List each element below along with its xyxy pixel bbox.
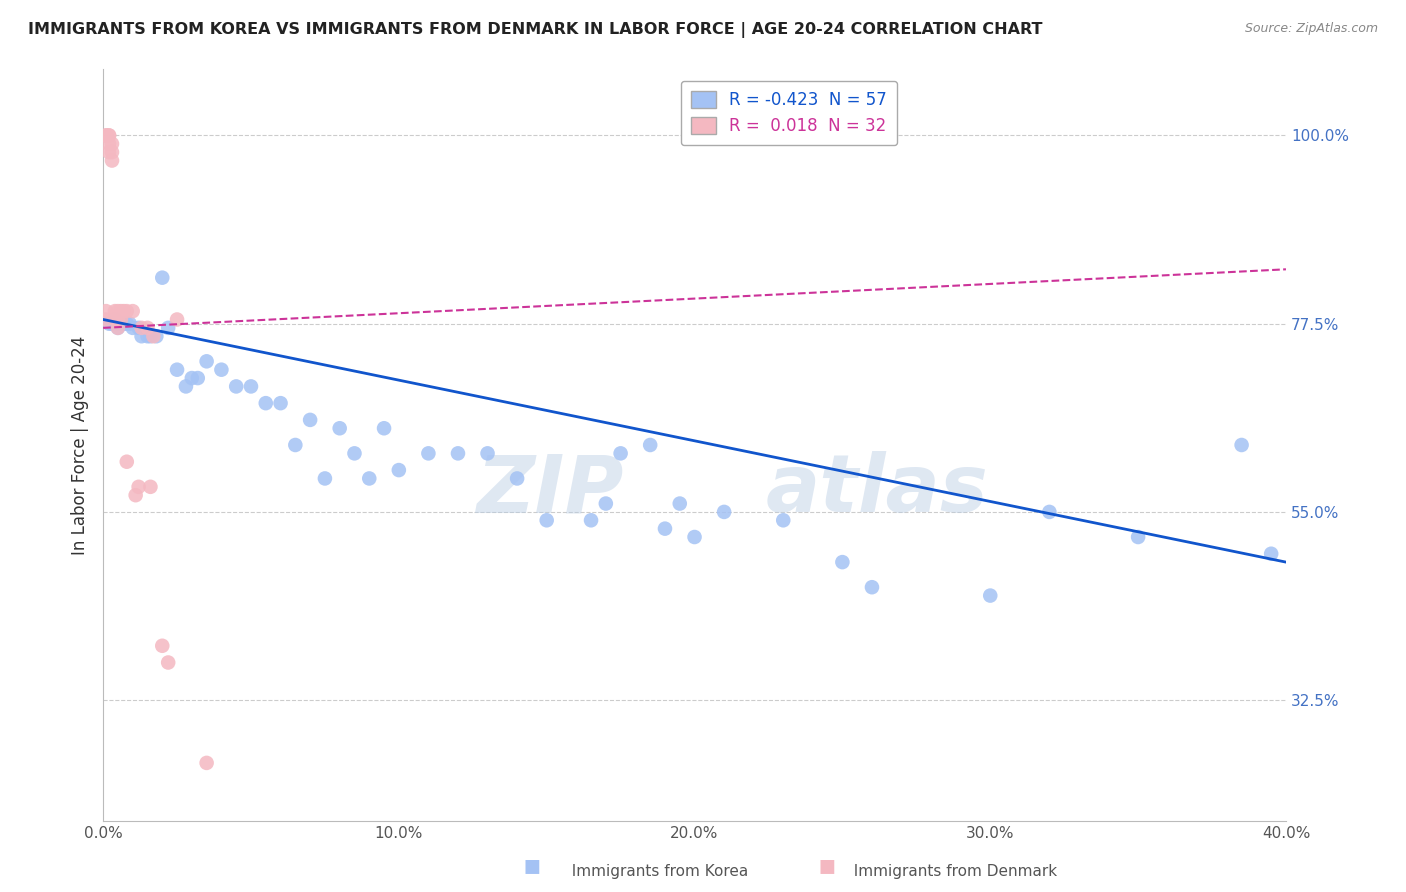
Point [270,396,292,410]
Point [447,446,470,460]
Point [314,471,336,485]
Point [388,463,411,477]
Point [180,371,202,385]
Point [225,379,247,393]
Point [112,317,135,331]
Point [860,580,883,594]
Text: ZIP: ZIP [477,451,624,529]
Point [150,639,173,653]
Text: ▪: ▪ [523,851,541,879]
Point [118,317,141,331]
Point [1260,547,1282,561]
Text: atlas: atlas [765,451,988,529]
Point [240,379,263,393]
Point [139,329,162,343]
Point [94,128,117,143]
Point [94,312,117,326]
Point [145,329,167,343]
Point [115,304,138,318]
Point [98,145,121,160]
Point [131,321,153,335]
Y-axis label: In Labor Force | Age 20-24: In Labor Force | Age 20-24 [72,335,89,555]
Point [128,480,150,494]
Point [124,488,146,502]
Point [1038,505,1060,519]
Point [94,304,117,318]
Point [1230,438,1253,452]
Point [101,145,124,160]
Point [329,421,352,435]
Point [101,153,124,168]
Point [668,497,690,511]
Text: Immigrants from Denmark: Immigrants from Denmark [844,863,1057,879]
Point [595,497,617,511]
Point [772,513,794,527]
Text: Source: ZipAtlas.com: Source: ZipAtlas.com [1244,22,1378,36]
Point [101,136,124,151]
Point [128,321,150,335]
Point [418,446,440,460]
Point [110,317,132,331]
Point [107,321,129,335]
Point [713,505,735,519]
Point [209,362,232,376]
Point [1126,530,1149,544]
Point [104,312,127,326]
Text: ▪: ▪ [818,851,837,879]
Point [110,317,132,331]
Point [157,656,180,670]
Point [142,329,165,343]
Point [536,513,558,527]
Point [131,329,153,343]
Point [98,136,121,151]
Point [831,555,853,569]
Point [150,270,173,285]
Point [121,321,143,335]
Point [136,321,159,335]
Point [166,362,188,376]
Point [174,379,197,393]
Point [139,480,162,494]
Point [157,321,180,335]
Point [110,312,132,326]
Point [110,304,132,318]
Point [638,438,661,452]
Point [98,317,121,331]
Point [104,312,127,326]
Text: Immigrants from Korea: Immigrants from Korea [562,863,748,879]
Point [136,329,159,343]
Point [195,354,218,368]
Point [107,312,129,326]
Point [343,446,366,460]
Point [115,455,138,469]
Point [107,317,129,331]
Point [254,396,277,410]
Point [121,304,143,318]
Point [609,446,631,460]
Point [98,128,121,143]
Point [477,446,499,460]
Point [101,317,124,331]
Point [579,513,602,527]
Point [187,371,209,385]
Point [299,413,322,427]
Point [654,522,676,536]
Point [104,304,127,318]
Point [115,317,138,331]
Point [506,471,529,485]
Point [683,530,706,544]
Text: IMMIGRANTS FROM KOREA VS IMMIGRANTS FROM DENMARK IN LABOR FORCE | AGE 20-24 CORR: IMMIGRANTS FROM KOREA VS IMMIGRANTS FROM… [28,22,1043,38]
Point [107,304,129,318]
Point [284,438,307,452]
Point [107,321,129,335]
Point [373,421,395,435]
Point [979,589,1001,603]
Point [195,756,218,770]
Point [98,128,121,143]
Point [359,471,381,485]
Point [166,312,188,326]
Point [94,128,117,143]
Point [112,304,135,318]
Legend: R = -0.423  N = 57, R =  0.018  N = 32: R = -0.423 N = 57, R = 0.018 N = 32 [681,80,897,145]
